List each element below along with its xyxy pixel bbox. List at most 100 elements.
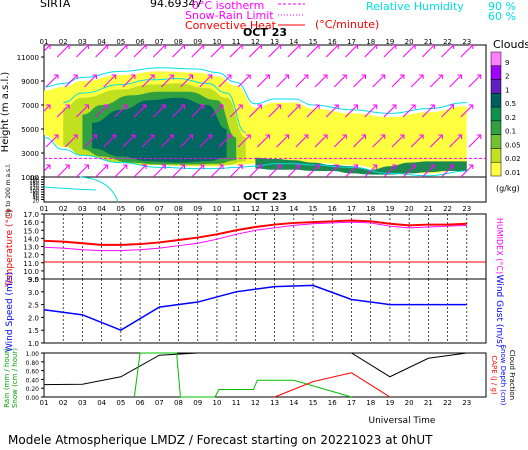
- surface-tick-label: 100: [29, 189, 39, 195]
- wind-barb-head: [238, 164, 243, 169]
- forecast-caption: Modele Atmospherique LMDZ / Forecast sta…: [8, 433, 433, 447]
- mid-hour-label: 01: [40, 205, 49, 213]
- wind-barb-shaft: [95, 45, 109, 58]
- mid-hour-label: 14: [289, 205, 298, 213]
- wind-barb-shaft: [257, 134, 270, 148]
- station-coords: 94.69347: [150, 0, 203, 10]
- wind-barb-head: [257, 45, 262, 49]
- wind-barb-head: [257, 164, 262, 169]
- wind-barb-shaft: [391, 134, 405, 148]
- cloud-layer-0.5-low: [255, 157, 467, 175]
- surface-tick-label: 120: [29, 186, 39, 192]
- wind-barb-head: [142, 164, 147, 169]
- top-hour-axis: 01 02 03 04 05 06 07 08 09 10 11 12 13 14 15 16 17 18 19 20…: [40, 38, 472, 46]
- wind-barb-shaft: [402, 45, 416, 58]
- wind-barb-shaft: [429, 134, 443, 148]
- bottom-hour-label: 10: [212, 399, 221, 407]
- date-label-mid: OCT 23: [243, 190, 287, 203]
- wind-barb-shaft: [295, 74, 309, 88]
- precip-axis-ticks: 0.00 0.20 0.400.60 0.80 1.00: [26, 351, 44, 402]
- precip-tick-label: 0.20: [26, 386, 40, 393]
- wind-barb-head: [361, 74, 366, 79]
- wind-barb-head: [411, 164, 416, 169]
- surface-humidity-contour: [79, 176, 119, 203]
- mid-hour-label: 05: [116, 205, 125, 213]
- wind-barb-head: [295, 164, 301, 169]
- height-tick-label: 5000: [21, 126, 39, 134]
- wind-barb-shaft: [402, 164, 416, 177]
- wind-barb-head: [103, 45, 109, 49]
- snow-axis-label: Snow (cm / hour): [11, 348, 19, 408]
- wind-barb-shaft: [229, 104, 243, 118]
- bottom-hour-label: 07: [155, 399, 164, 407]
- wind-barb-head: [372, 45, 378, 49]
- bottom-hour-label: 23: [462, 399, 471, 407]
- wind-tick-label: 3.5: [28, 276, 39, 284]
- surface-tick-label: 40: [33, 196, 39, 202]
- wind-barb-shaft: [56, 164, 70, 177]
- wind-barb-head: [150, 134, 155, 139]
- mid-hour-label: 03: [78, 205, 87, 213]
- wind-barb-head: [103, 104, 109, 109]
- wind-barb-shaft: [383, 104, 397, 118]
- wind-barb-shaft: [152, 45, 166, 58]
- precip-tick-label: 0.60: [26, 369, 40, 376]
- wind-barb-head: [380, 134, 386, 139]
- height-tick-label: 9000: [21, 78, 39, 86]
- wind-barb-head: [226, 74, 232, 79]
- top-hour-label: 20: [405, 38, 414, 46]
- top-hour-label: 02: [59, 38, 68, 46]
- temp-tick-label: 14.0: [23, 235, 39, 243]
- bottom-hour-label: 16: [328, 399, 337, 407]
- mid-hour-label: 11: [232, 205, 241, 213]
- legend-snow-rain-limit: Snow-Rain Limit: [185, 9, 305, 22]
- mid-hour-label: 20: [405, 205, 414, 213]
- wind-barb-head: [130, 74, 136, 79]
- bottom-hour-label: 02: [59, 399, 68, 407]
- temp-tick-label: 17.0: [23, 211, 39, 219]
- wind-barb-shaft: [122, 134, 136, 148]
- wind-barb-shaft: [180, 74, 193, 88]
- cloud-fraction-axis-label: Cloud Fraction: [508, 350, 516, 400]
- wind-barb-head: [111, 134, 117, 139]
- wind-barb-head: [284, 134, 290, 139]
- wind-barb-head: [180, 164, 186, 169]
- wind-barb-head: [65, 164, 70, 169]
- wind-barb-shaft: [44, 45, 51, 52]
- surface-tick-label: 180: [29, 179, 39, 185]
- surface-tick-label: 200: [29, 176, 39, 182]
- colorbar-tick-label: 0.05: [505, 141, 521, 149]
- wind-panel-frame: [43, 278, 487, 344]
- wind-barb-shaft: [468, 134, 482, 148]
- bottom-hour-label: 06: [136, 399, 145, 407]
- bottom-hour-label: 15: [309, 399, 318, 407]
- wind-barb-head: [180, 45, 186, 49]
- temp-tick-label: 12.0: [23, 252, 39, 260]
- wind-barb-head: [391, 164, 397, 169]
- wind-barb-head: [207, 134, 213, 139]
- wind-barb-head: [468, 164, 474, 169]
- mid-hour-label: 17: [347, 205, 356, 213]
- wind-barb-shaft: [268, 164, 281, 177]
- wind-barb-shaft: [276, 134, 289, 148]
- colorbar-unit: (g/kg): [496, 184, 520, 193]
- wind-barb-shaft: [114, 164, 128, 177]
- wind-barb-shaft: [306, 45, 320, 58]
- wind-barb-shaft: [287, 104, 301, 118]
- wind-barb-shaft: [237, 134, 251, 148]
- wind-barb-shaft: [364, 164, 378, 177]
- wind-barb-head: [334, 164, 339, 169]
- colorbar-tick-label: 9: [505, 59, 509, 67]
- temp-tick-label: 10.0: [23, 268, 39, 276]
- wind-barb-shaft: [421, 104, 435, 118]
- wind-barb-head: [103, 164, 109, 169]
- wind-barb-shaft: [56, 104, 70, 118]
- wind-barb-head: [323, 74, 328, 79]
- wind-barb-shaft: [429, 74, 443, 88]
- colorbar-tick-label: 0.01: [505, 169, 521, 177]
- top-hour-label: 04: [97, 38, 106, 46]
- wind-barb-head: [199, 45, 205, 49]
- wind-barb-shaft: [210, 164, 224, 177]
- date-label-top: OCT 23: [243, 26, 287, 39]
- wind-barb-shaft: [199, 134, 213, 148]
